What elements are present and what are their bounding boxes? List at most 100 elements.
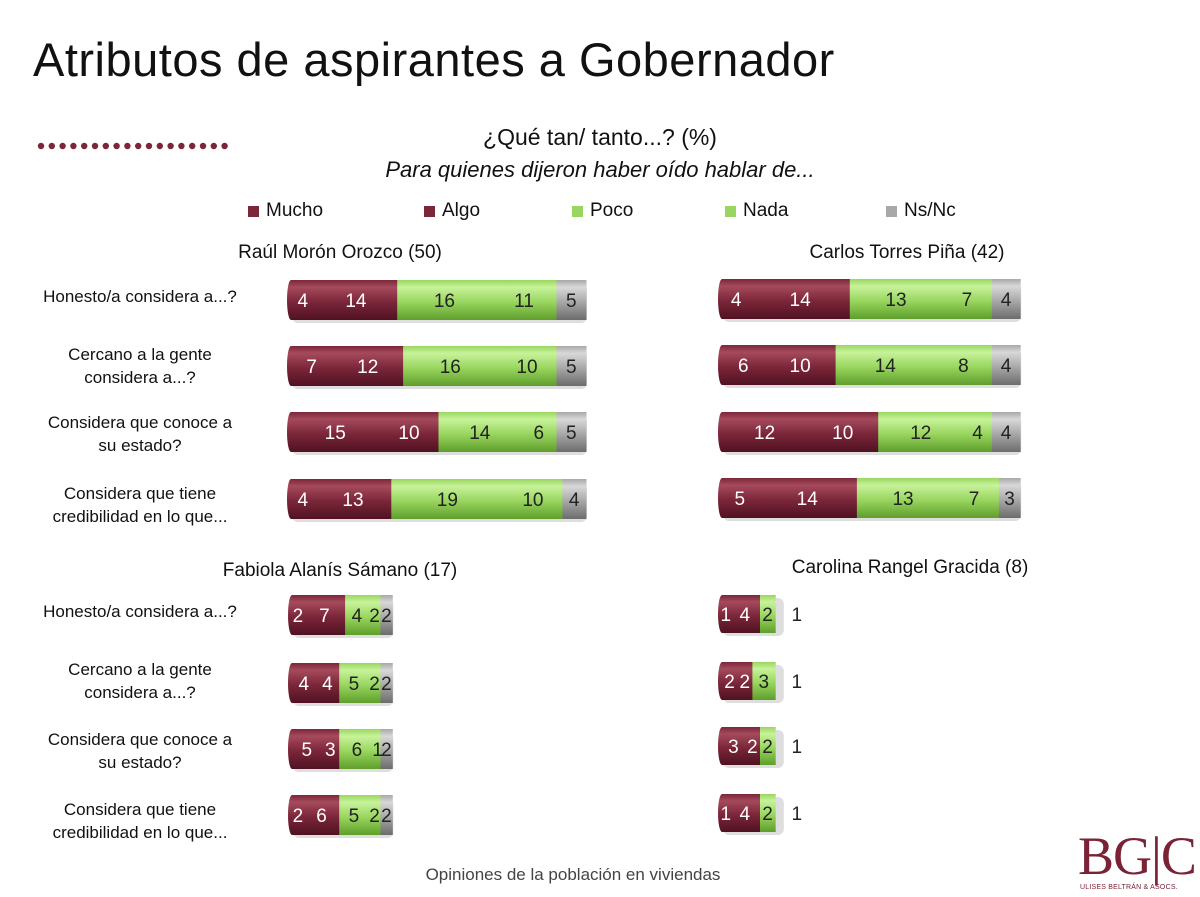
bar-segment-nsnc	[380, 663, 393, 703]
bar-segment-poco	[849, 279, 943, 319]
bar-segment-nsnc	[380, 595, 393, 635]
bar-segment-nada	[497, 346, 557, 386]
row-label-line: considera a...?	[84, 683, 196, 702]
bar-value-label: 12	[357, 357, 378, 378]
panel-bars: 4 14 13 7 46 10 14 8 412 10 12 4 45 14 13 7 3	[718, 279, 1022, 521]
row-label: Considera que conoce a su estado?	[5, 411, 275, 457]
bar-segment-poco	[835, 345, 936, 385]
bar-segment-nada	[949, 478, 1000, 518]
bar-segment-mucho	[722, 412, 808, 452]
bar-value-label: 1	[372, 740, 383, 761]
decorative-dot	[221, 142, 228, 150]
bar-segment-nada	[935, 345, 993, 385]
legend-item-mucho: Mucho	[248, 200, 323, 222]
bar-value-label: 4	[298, 490, 309, 511]
bar-cap-left	[718, 279, 726, 319]
bar-value-label: 5	[301, 740, 312, 761]
bar-value-label: 2	[369, 806, 380, 827]
bar-value-label: 12	[910, 423, 931, 444]
bar-segment-algo	[729, 794, 761, 832]
bar-cap-left	[288, 663, 296, 703]
bar-segment-poco	[403, 346, 498, 386]
bar-value-label: 1	[721, 804, 732, 825]
bar-segment-nsnc	[556, 280, 587, 320]
decorative-dots	[37, 142, 228, 150]
decorative-dot	[210, 142, 217, 150]
bar-segment-nada	[942, 279, 993, 319]
bar-segment-nsnc	[991, 412, 1021, 452]
bar-value-label: 4	[1001, 356, 1012, 377]
bar-value-label: 10	[790, 356, 811, 377]
bar-value-label: 14	[469, 423, 491, 444]
bar-value-label: 2	[381, 674, 392, 695]
bar-segment-mucho	[291, 412, 380, 452]
footer-note: Opiniones de la población en viviendas	[425, 865, 721, 884]
decorative-dot	[70, 142, 77, 150]
logo-tagline: ULISES BELTRÁN & ASOCS.	[1080, 884, 1178, 891]
decorative-dot	[156, 142, 163, 150]
legend-label: Algo	[442, 200, 481, 221]
decorative-dot	[113, 142, 120, 150]
row-label-line: credibilidad en lo que...	[52, 507, 228, 526]
bar-value-label: 2	[747, 737, 758, 758]
bar-value-label: 10	[398, 423, 419, 444]
bar-value-label: 4	[322, 674, 333, 695]
bar-value-label: 16	[434, 291, 455, 312]
legend-swatch	[572, 205, 583, 217]
bar-value-label: 16	[440, 357, 461, 378]
panel-title-alanis: Fabiola Alanís Sámano (17)	[222, 560, 458, 581]
bar-segment-algo	[744, 727, 761, 765]
bar-value-label: 3	[325, 740, 336, 761]
bar-cap-left	[288, 729, 296, 769]
legend-item-nsnc: Ns/Nc	[886, 200, 956, 222]
bar-value-label: 4	[1001, 423, 1012, 444]
panel-title-torres: Carlos Torres Piña (42)	[809, 242, 1005, 263]
bar-segment-mucho	[291, 346, 333, 386]
bar-value-label: 4	[740, 804, 751, 825]
row-label: Cercano a la gente considera a...?	[5, 658, 275, 704]
bar-value-label: 15	[325, 423, 346, 444]
legend-item-poco: Poco	[572, 200, 633, 222]
row-label-line: Considera que conoce a	[47, 413, 233, 432]
bar-value-label: 10	[832, 423, 853, 444]
bar-segment-algo	[757, 478, 858, 518]
row-label: Honesto/a considera a...?	[5, 600, 275, 623]
logo-mark: BG|C	[1078, 826, 1197, 886]
decorative-dot	[59, 142, 66, 150]
bar-value-label: 8	[958, 356, 969, 377]
bar-segment-nada	[521, 412, 557, 452]
bar-segment-nsnc	[991, 345, 1021, 385]
bar-value-label: 2	[369, 606, 380, 627]
bar-segment-mucho	[291, 280, 316, 320]
row-label-line: Considera que tiene	[63, 800, 217, 819]
decorative-dot	[145, 142, 153, 150]
bar-value-label: 6	[316, 806, 327, 827]
bar-value-label: 5	[734, 489, 745, 510]
bar-cap-left	[718, 727, 726, 765]
bar-segment-mucho	[292, 729, 322, 769]
bar-value-label: 2	[762, 737, 773, 758]
bar-value-label: 5	[349, 674, 360, 695]
bar-segment-algo	[750, 279, 851, 319]
bar-cap-left	[288, 795, 296, 835]
decorative-dot	[135, 142, 142, 150]
bar-cap-left	[287, 346, 295, 386]
bar-segment-nada	[368, 663, 381, 703]
bar-segment-nada	[368, 595, 381, 635]
bar-value-label: 19	[437, 490, 458, 511]
decorative-dot	[37, 142, 45, 150]
bar-segment-mucho	[722, 345, 766, 385]
row-label: Cercano a la gente considera a...?	[5, 343, 275, 389]
decorative-dot	[199, 142, 207, 150]
bar-segment-algo	[314, 280, 398, 320]
legend-label: Mucho	[266, 200, 324, 221]
bar-value-label: 14	[875, 356, 897, 377]
bar-value-label: 13	[892, 489, 913, 510]
bar-value-label: 6	[534, 423, 545, 444]
row-label-line: Cercano a la gente	[68, 660, 212, 679]
panel-bars: 2 7 4 2 24 4 5 2 25 3 6 122 6 5 2 2	[288, 595, 394, 838]
panel-title-rangel: Carolina Rangel Gracida (8)	[791, 557, 1029, 578]
bar-segment-poco	[760, 794, 776, 832]
bar-segment-nada	[503, 479, 563, 519]
bar-value-label: 7	[306, 357, 317, 378]
